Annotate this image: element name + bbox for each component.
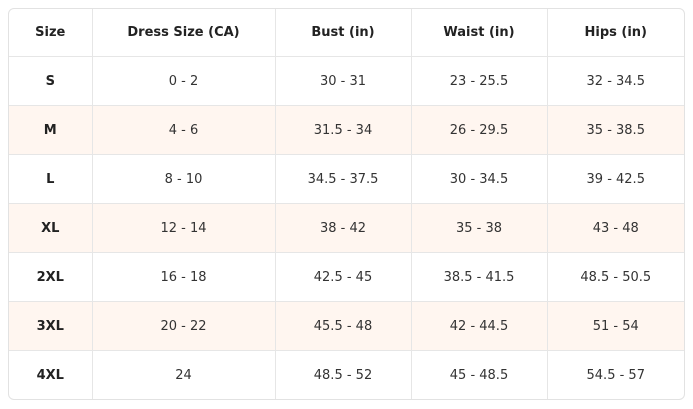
- table-cell: 54.5 - 57: [586, 367, 645, 383]
- table-cell: 38 - 42: [275, 203, 412, 253]
- header-cell: Dress Size (CA): [92, 9, 276, 57]
- table-cell: 8 - 10: [92, 154, 276, 204]
- header-cell: Size: [9, 9, 93, 57]
- table-header: Size Dress Size (CA) Bust (in) Waist (in) Hi…: [9, 9, 684, 57]
- table-cell: 45.5 - 48: [275, 301, 412, 351]
- table-cell: 31.5 - 34: [275, 105, 412, 155]
- header-cell: Hips (in): [547, 9, 684, 57]
- size-cell: L: [9, 154, 93, 204]
- table-cell: 12 - 14: [92, 203, 276, 253]
- table-cell: 24: [92, 350, 276, 399]
- table-cell: 30 - 31: [275, 56, 412, 106]
- table-cell: 43 - 48: [547, 203, 684, 253]
- table-cell: 34.5 - 37.5: [275, 154, 412, 204]
- table-cell: 20 - 22: [92, 301, 276, 351]
- table-cell: 45 - 48.5: [411, 350, 548, 399]
- table-cell: 4 - 6: [92, 105, 276, 155]
- header-row: Size Dress Size (CA) Bust (in) Waist (in) Hi…: [9, 9, 684, 57]
- size-cell: M: [9, 105, 93, 155]
- size-table: Size Dress Size (CA) Bust (in) Waist (in) Hi…: [9, 9, 684, 399]
- header-cell: Waist (in): [411, 9, 548, 57]
- size-cell: S: [9, 56, 93, 106]
- table-cell: 38.5 - 41.5: [411, 252, 548, 302]
- table-cell: 35 - 38: [411, 203, 548, 253]
- table-cell: 42.5 - 45: [275, 252, 412, 302]
- size-cell: 2XL: [9, 252, 93, 302]
- table-cell: 48.5 - 50.5: [547, 252, 684, 302]
- table-cell: 26 - 29.5: [411, 105, 548, 155]
- table-row: XL 12 - 14 38 - 42 35 - 38 43 - 48: [9, 203, 684, 253]
- table-cell: 39 - 42.5: [547, 154, 684, 204]
- size-cell: 3XL: [9, 301, 93, 351]
- table-cell: 35 - 38.5: [547, 105, 684, 155]
- table-cell: 23 - 25.5: [411, 56, 548, 106]
- size-cell: XL: [9, 203, 93, 253]
- size-cell: 4XL: [9, 350, 93, 399]
- size-chart: Size Dress Size (CA) Bust (in) Waist (in) Hi…: [8, 8, 685, 400]
- table-row: 4XL 24 48.5 - 52 45 - 48.5 54.5 - 57: [9, 350, 684, 399]
- table-cell: 48.5 - 52: [275, 350, 412, 399]
- table-cell: 32 - 34.5: [547, 56, 684, 106]
- table-cell: 0 - 2: [92, 56, 276, 106]
- table-cell: 16 - 18: [92, 252, 276, 302]
- table-cell: 42 - 44.5: [411, 301, 548, 351]
- table-row: 3XL 20 - 22 45.5 - 48 42 - 44.5 51 - 54: [9, 301, 684, 351]
- table-row: 2XL 16 - 18 42.5 - 45 38.5 - 41.5 48.5 - 50.…: [9, 252, 684, 302]
- header-cell: Bust (in): [275, 9, 412, 57]
- table-cell: 30 - 34.5: [411, 154, 548, 204]
- table-cell: 51 - 54: [547, 301, 684, 351]
